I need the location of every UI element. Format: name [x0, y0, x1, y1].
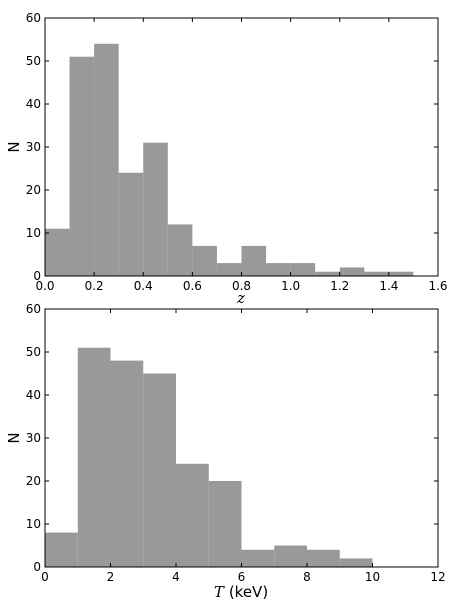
x-tick-label: 0.2	[85, 279, 104, 293]
y-tick-label: 20	[26, 474, 41, 488]
histogram-bar	[364, 271, 389, 276]
histogram-bar	[77, 347, 111, 567]
y-tick-label: 30	[26, 431, 41, 445]
histogram-bar	[388, 271, 414, 276]
x-tick-label: 12	[430, 570, 445, 584]
x-tick-label: 1.0	[281, 279, 300, 293]
bars-group	[45, 43, 414, 277]
x-tick-label: 10	[365, 570, 380, 584]
x-tick-label: 0.8	[232, 279, 251, 293]
ticks-group: 0.0 0.2 0.4 0.6 0.8 1.0 1.2 1.4 1.6 0 10 20 30 40 50 60	[26, 11, 448, 293]
y-axis-label: N	[5, 141, 23, 152]
y-tick-label: 60	[26, 302, 41, 316]
histogram-bar	[69, 56, 95, 277]
ticks-group: 0 2 4 6 8 10 12 0 10 20 30 40 50 60	[26, 302, 446, 584]
histogram-bar	[143, 142, 168, 276]
x-axis-label-variable: T	[214, 583, 225, 601]
x-tick-label: 0.4	[134, 279, 153, 293]
x-tick-label: 6	[238, 570, 246, 584]
histogram-bar	[45, 532, 78, 567]
x-axis-label: T (keV)	[214, 583, 268, 601]
x-axis-label: z	[236, 289, 245, 307]
y-axis-label: N	[5, 432, 23, 443]
x-tick-label: 0.6	[183, 279, 202, 293]
y-tick-label: 10	[26, 517, 41, 531]
histogram-bar	[266, 263, 291, 276]
y-tick-label: 10	[26, 226, 41, 240]
y-tick-label: 50	[26, 54, 41, 68]
x-tick-label: 1.4	[379, 279, 398, 293]
x-tick-label: 1.6	[428, 279, 447, 293]
redshift-histogram-panel: 0.0 0.2 0.4 0.6 0.8 1.0 1.2 1.4 1.6 0 10 20 30 40 50 60…	[5, 11, 448, 307]
x-tick-label: 8	[303, 570, 311, 584]
y-tick-label: 20	[26, 183, 41, 197]
x-tick-label: 1.2	[330, 279, 349, 293]
histogram-bar	[241, 245, 267, 276]
x-axis-label-unit: (keV)	[229, 583, 268, 601]
y-tick-label: 40	[26, 388, 41, 402]
histogram-bar	[110, 360, 144, 567]
histogram-bar	[167, 224, 193, 276]
histogram-bar	[118, 172, 144, 276]
histogram-bar	[315, 271, 340, 276]
histogram-bar	[241, 549, 275, 567]
histogram-bar	[274, 545, 307, 567]
histogram-bar	[176, 463, 209, 567]
temperature-histogram-panel: 0 2 4 6 8 10 12 0 10 20 30 40 50 60 T (keV) N	[5, 302, 446, 601]
y-tick-label: 50	[26, 345, 41, 359]
histogram-bar	[192, 245, 217, 276]
histogram-bar	[143, 373, 176, 567]
histogram-bar	[290, 263, 316, 276]
histogram-bar	[94, 43, 119, 276]
y-tick-label: 0	[33, 560, 41, 574]
histogram-bar	[208, 481, 242, 567]
y-tick-label: 60	[26, 11, 41, 25]
histogram-bar	[339, 558, 373, 567]
y-tick-label: 40	[26, 97, 41, 111]
x-tick-label: 4	[172, 570, 180, 584]
x-tick-label: 2	[107, 570, 115, 584]
histogram-bar	[307, 549, 340, 567]
histogram-bar	[45, 228, 70, 276]
bars-group	[45, 347, 373, 567]
y-tick-label: 0	[33, 269, 41, 283]
x-tick-label: 0.0	[35, 279, 54, 293]
histogram-bar	[339, 267, 365, 276]
histogram-bar	[216, 263, 242, 276]
x-tick-label: 0	[41, 570, 49, 584]
y-tick-label: 30	[26, 140, 41, 154]
